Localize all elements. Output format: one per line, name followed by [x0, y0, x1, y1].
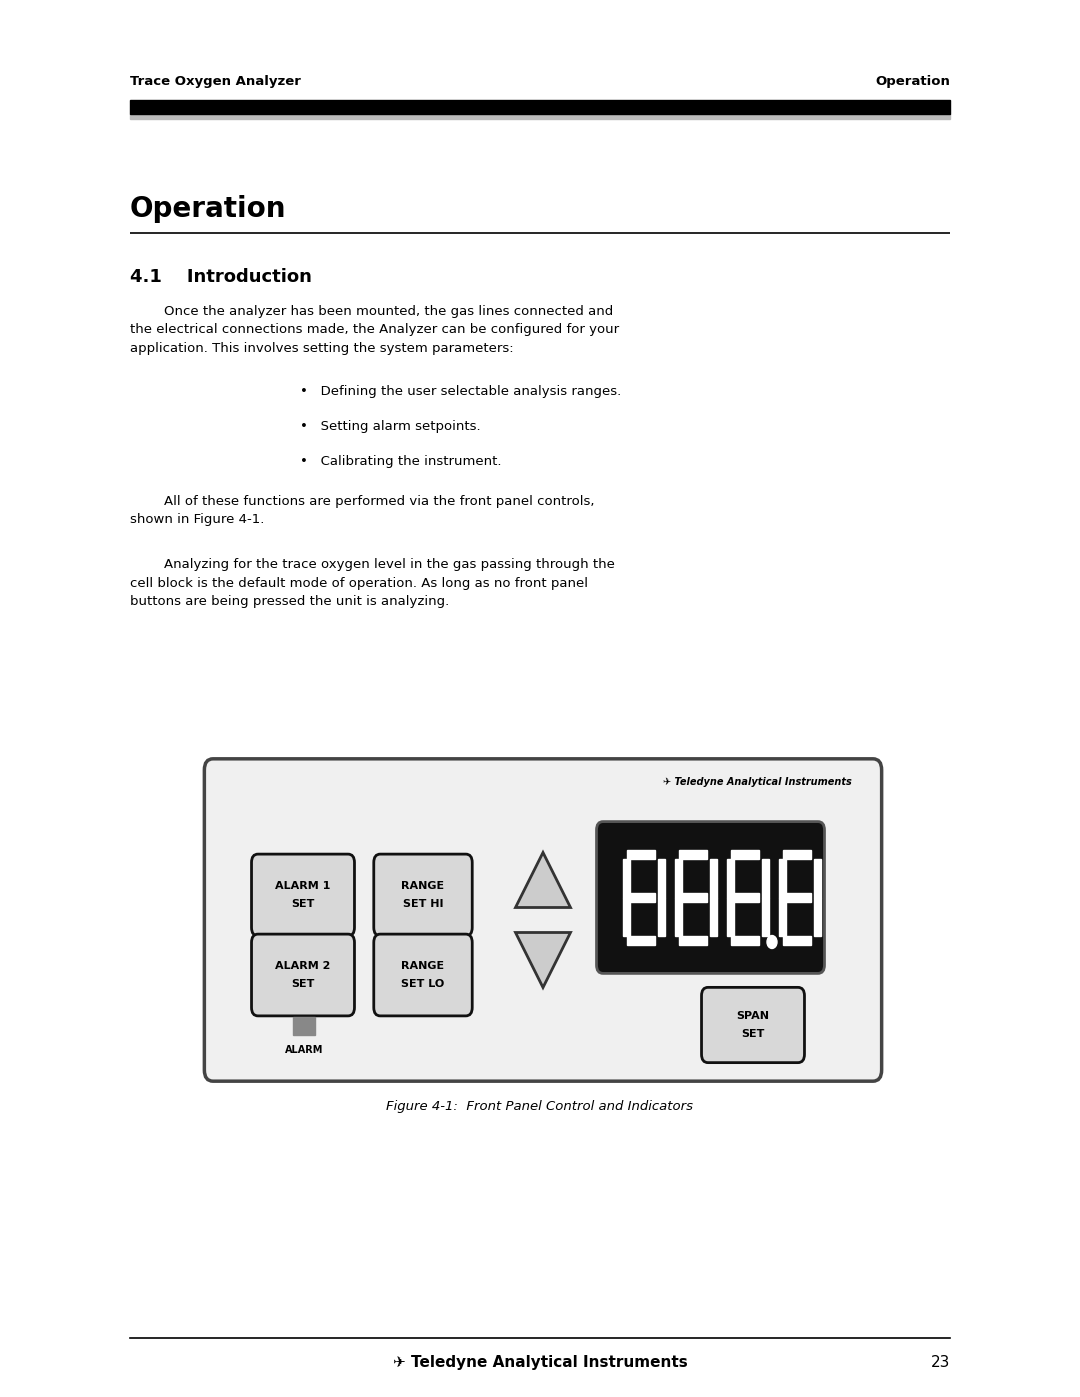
Text: ALARM 1: ALARM 1 — [275, 882, 330, 891]
Bar — [678, 849, 706, 859]
FancyBboxPatch shape — [204, 759, 881, 1081]
Bar — [626, 849, 654, 859]
Bar — [678, 893, 706, 902]
FancyBboxPatch shape — [374, 935, 472, 1016]
Text: SPAN: SPAN — [737, 1011, 769, 1021]
Bar — [623, 897, 630, 936]
Text: SET LO: SET LO — [402, 979, 445, 989]
Bar — [783, 936, 810, 944]
Text: 4.1    Introduction: 4.1 Introduction — [130, 268, 312, 286]
Text: •   Defining the user selectable analysis ranges.: • Defining the user selectable analysis … — [300, 386, 621, 398]
Text: Operation: Operation — [130, 196, 286, 224]
Text: ALARM: ALARM — [285, 1045, 323, 1055]
Bar — [130, 101, 950, 115]
Text: All of these functions are performed via the front panel controls,
shown in Figu: All of these functions are performed via… — [130, 495, 594, 527]
FancyBboxPatch shape — [702, 988, 805, 1063]
Text: SET: SET — [741, 1030, 765, 1039]
Text: SET: SET — [292, 979, 314, 989]
Bar — [814, 859, 821, 897]
Text: RANGE: RANGE — [402, 961, 445, 971]
Bar — [623, 859, 630, 897]
Bar — [727, 859, 734, 897]
Bar — [783, 849, 810, 859]
Bar — [658, 897, 665, 936]
Bar — [730, 849, 758, 859]
Text: 23: 23 — [931, 1355, 950, 1370]
Bar — [675, 859, 681, 897]
Polygon shape — [515, 933, 570, 988]
Text: SET: SET — [292, 900, 314, 909]
Bar — [710, 859, 717, 897]
Bar — [626, 893, 654, 902]
Circle shape — [767, 936, 777, 949]
Bar — [675, 897, 681, 936]
FancyBboxPatch shape — [374, 854, 472, 936]
Bar — [762, 859, 769, 897]
Text: ✈ Teledyne Analytical Instruments: ✈ Teledyne Analytical Instruments — [663, 777, 851, 787]
Bar — [779, 859, 786, 897]
Bar — [783, 893, 810, 902]
Text: Trace Oxygen Analyzer: Trace Oxygen Analyzer — [130, 75, 301, 88]
Text: SET HI: SET HI — [403, 900, 443, 909]
Bar — [678, 936, 706, 944]
Bar — [658, 859, 665, 897]
FancyBboxPatch shape — [252, 854, 354, 936]
Bar — [762, 897, 769, 936]
Text: •   Calibrating the instrument.: • Calibrating the instrument. — [300, 455, 501, 468]
FancyBboxPatch shape — [596, 821, 824, 974]
FancyBboxPatch shape — [252, 935, 354, 1016]
Text: ✈ Teledyne Analytical Instruments: ✈ Teledyne Analytical Instruments — [393, 1355, 687, 1370]
Text: RANGE: RANGE — [402, 882, 445, 891]
Bar — [293, 1017, 315, 1035]
Bar — [727, 897, 734, 936]
Bar — [814, 897, 821, 936]
Polygon shape — [515, 852, 570, 908]
Text: Once the analyzer has been mounted, the gas lines connected and
the electrical c: Once the analyzer has been mounted, the … — [130, 305, 619, 355]
Bar — [710, 897, 717, 936]
Bar — [730, 893, 758, 902]
Bar — [730, 936, 758, 944]
Text: Figure 4-1:  Front Panel Control and Indicators: Figure 4-1: Front Panel Control and Indi… — [387, 1099, 693, 1113]
Text: Operation: Operation — [875, 75, 950, 88]
Bar — [130, 115, 950, 119]
Bar — [626, 936, 654, 944]
Text: Analyzing for the trace oxygen level in the gas passing through the
cell block i: Analyzing for the trace oxygen level in … — [130, 557, 615, 608]
Text: •   Setting alarm setpoints.: • Setting alarm setpoints. — [300, 420, 481, 433]
Text: ALARM 2: ALARM 2 — [275, 961, 330, 971]
Bar — [779, 897, 786, 936]
